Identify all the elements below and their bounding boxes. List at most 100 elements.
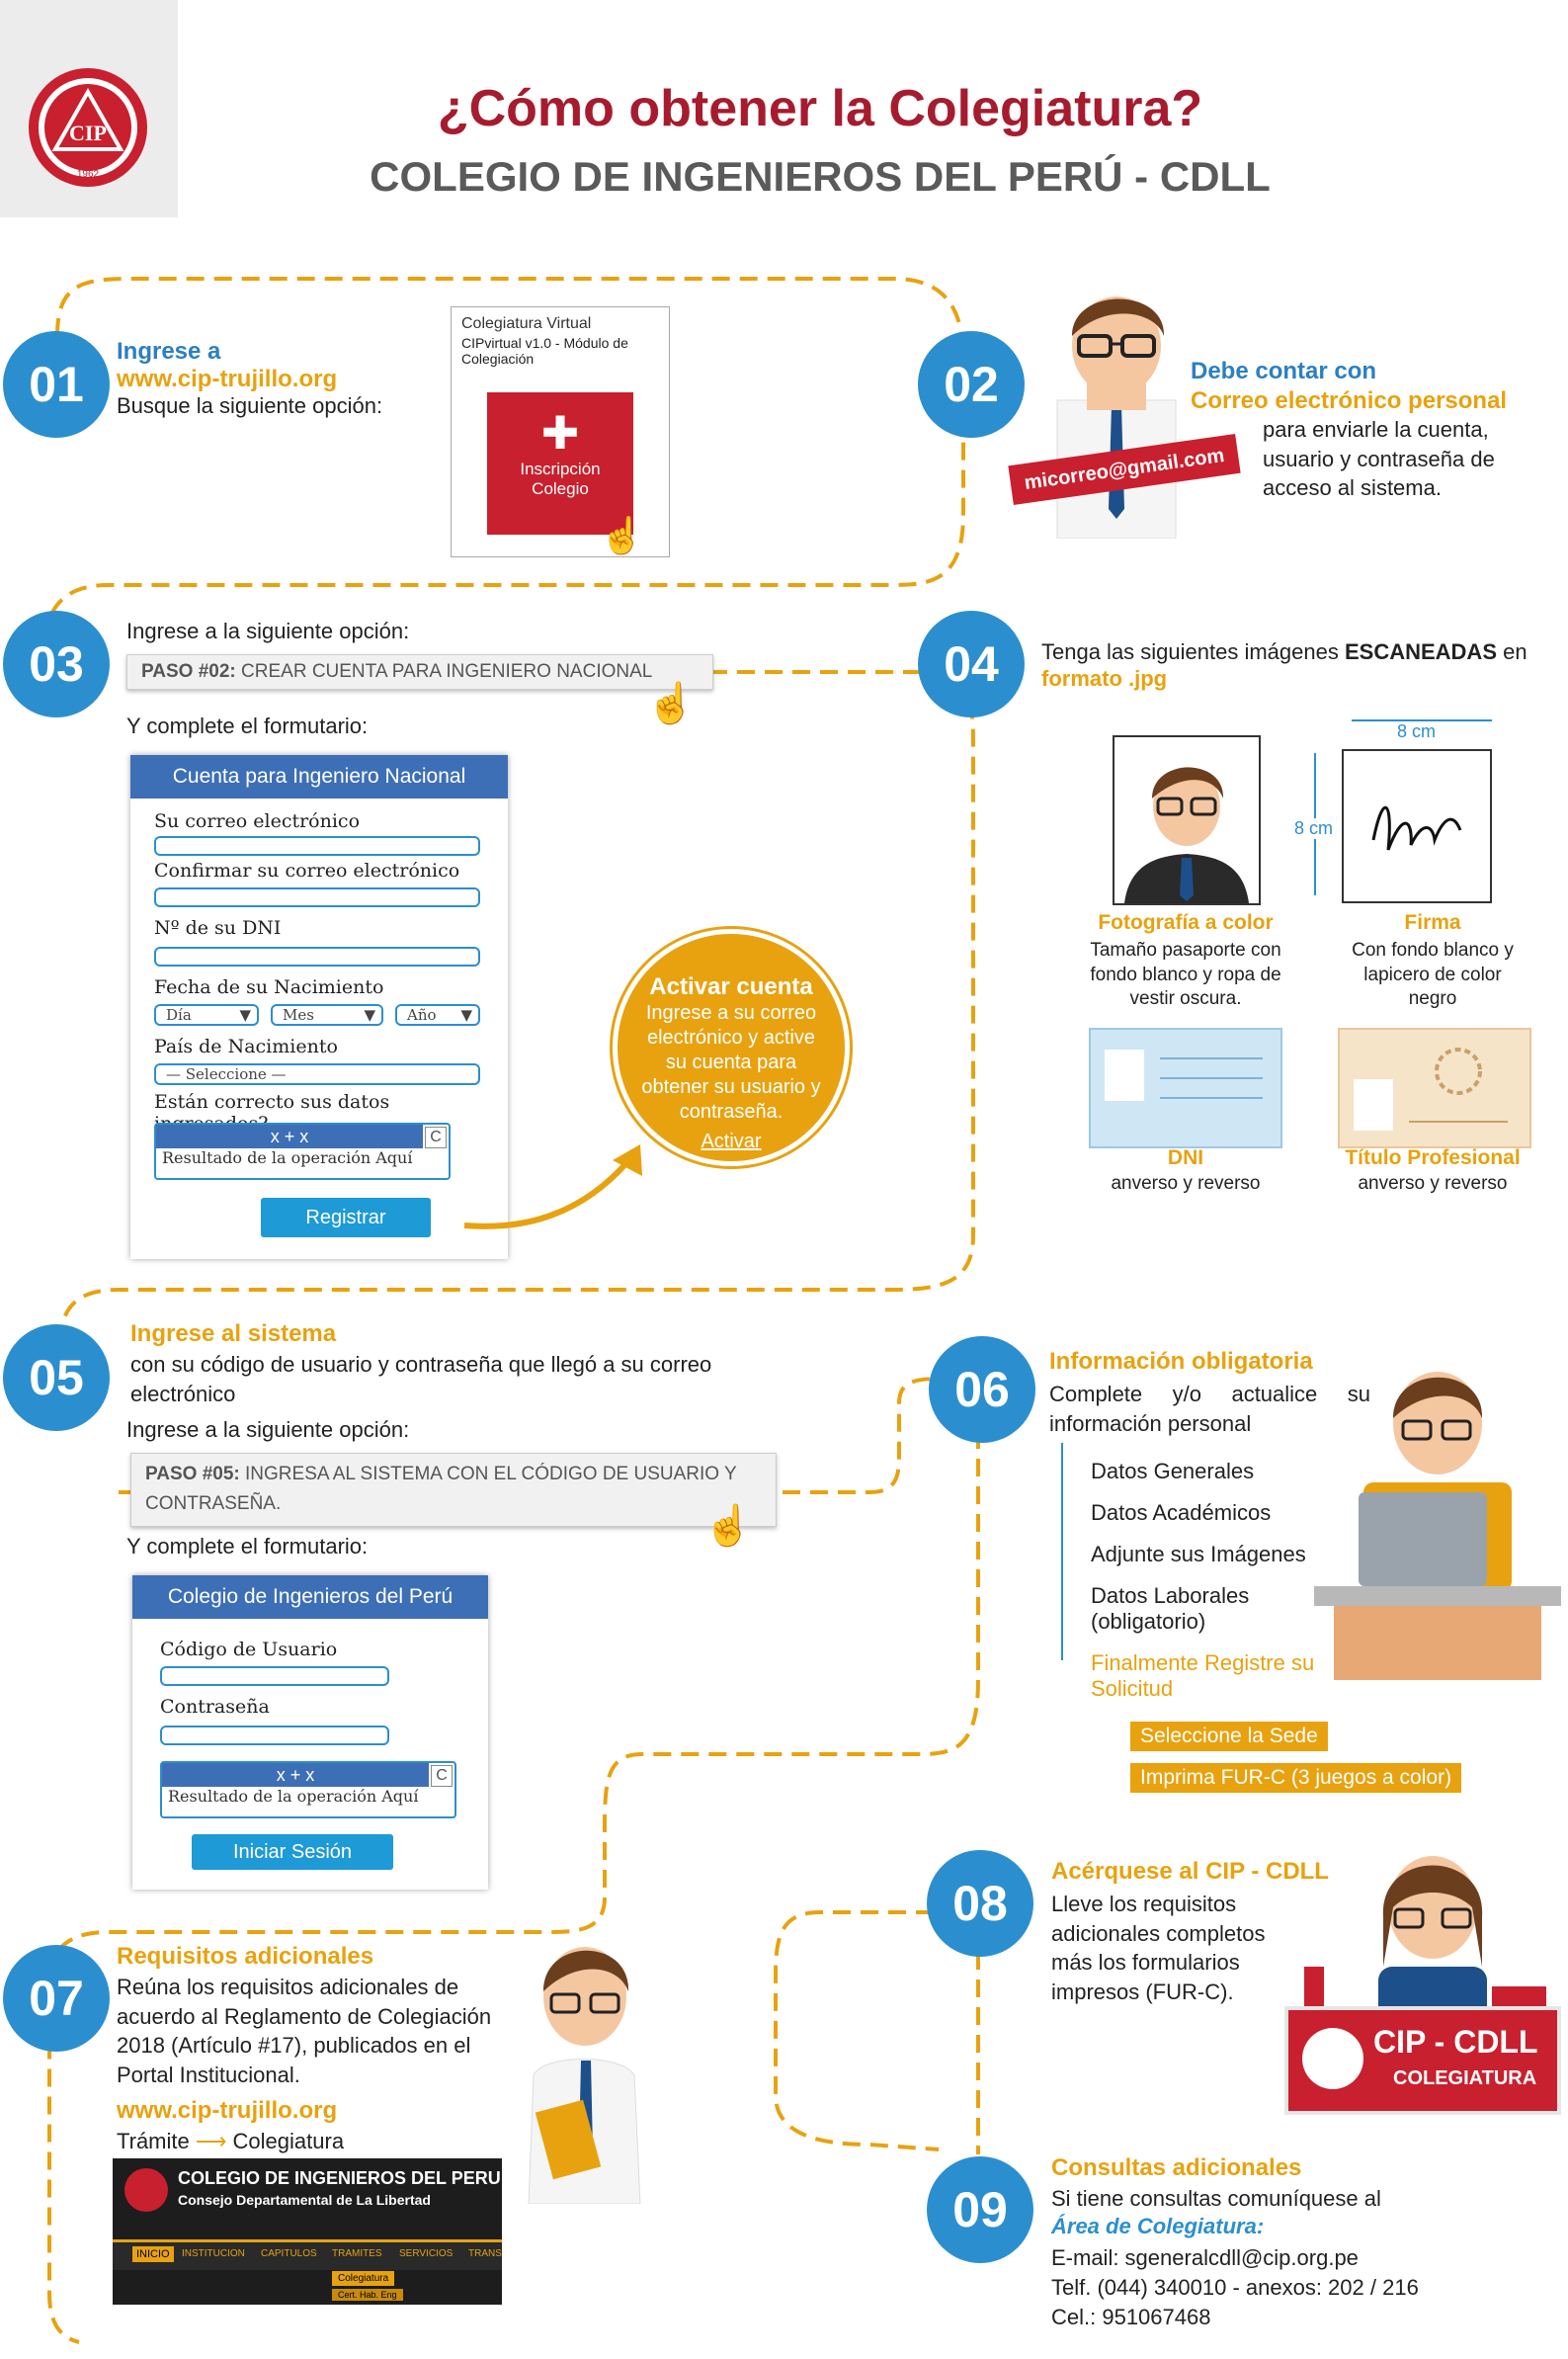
site-nav-item[interactable]: CAPITULOS: [261, 2248, 317, 2259]
tree-line: [1061, 1443, 1063, 1660]
step-09-area: Área de Colegiatura:: [1051, 2214, 1265, 2238]
step-04-format: formato .jpg: [1041, 666, 1168, 691]
captcha-result-field[interactable]: Resultado de la operación Aquí: [168, 1787, 419, 1806]
step-05-complete: Y complete el formutario:: [126, 1534, 369, 1559]
select-sede-tag: Seleccione la Sede: [1130, 1722, 1328, 1751]
chevron-down-icon: ▼: [460, 1006, 472, 1024]
list-item-final: Finalmente Registre su Solicitud: [1091, 1650, 1315, 1701]
site-nav: INICIO INSTITUCION CAPITULOS TRAMITES SE…: [113, 2239, 502, 2270]
site-nav-item[interactable]: INSTITUCION: [182, 2248, 245, 2259]
captcha-result-field[interactable]: Resultado de la operación Aquí: [162, 1148, 413, 1167]
cip-logo-small: [1302, 2028, 1363, 2089]
step-01-line1: Ingrese a: [117, 338, 221, 365]
month-select-value: Mes: [283, 1006, 314, 1024]
inscripcion-button[interactable]: ✚ Inscripción Colegio: [487, 392, 633, 535]
step-01-url[interactable]: www.cip-trujillo.org: [117, 366, 338, 392]
site-subtitle: Consejo Departamental de La Libertad: [178, 2192, 431, 2208]
captcha-refresh-button[interactable]: C: [425, 1127, 447, 1148]
step-04-text-pre: Tenga las siguientes imágenes: [1041, 639, 1345, 664]
step-05-title: Ingrese al sistema: [130, 1320, 337, 1347]
dni-line: [1160, 1057, 1263, 1059]
day-select-value: Día: [166, 1006, 192, 1024]
list-item: Datos Académicos: [1091, 1500, 1272, 1525]
site-nav-item[interactable]: TRANSP: [468, 2248, 502, 2259]
email-field[interactable]: [154, 836, 480, 856]
activate-text: Ingrese a su correo electrónico y active…: [641, 1002, 821, 1123]
user-code-field[interactable]: [160, 1666, 389, 1686]
step-07-path: Trámite ⟶ Colegiatura: [117, 2127, 344, 2156]
step-04-badge: 04: [918, 611, 1025, 717]
colegiatura-card: Colegiatura Virtual CIPvirtual v1.0 - Mó…: [451, 306, 670, 557]
titulo-text: anverso y reverso: [1358, 1173, 1508, 1194]
site-menu-item[interactable]: Cert. Hab. Eng: [332, 2289, 403, 2301]
step-01-text: Busque la siguiente opción:: [117, 393, 383, 418]
step-03-badge: 03: [3, 611, 110, 717]
day-select[interactable]: Día ▼: [154, 1004, 259, 1026]
step-04-text-bold: ESCANEADAS: [1344, 639, 1497, 664]
desk-subtitle: COLEGIATURA: [1393, 2067, 1537, 2089]
card-subtitle: CIPvirtual v1.0 - Módulo de Colegiación: [461, 335, 628, 367]
month-select[interactable]: Mes ▼: [271, 1004, 383, 1026]
step-05-intro: Ingrese a la siguiente opción:: [126, 1417, 410, 1442]
password-label: Contraseña: [160, 1696, 270, 1718]
dni-label: Nº de su DNI: [154, 917, 282, 939]
page-title: ¿Cómo obtener la Colegiatura?: [437, 80, 1203, 137]
activate-title: Activar cuenta: [649, 973, 813, 1000]
step-06-badge: 06: [929, 1336, 1035, 1443]
title-diploma: [1338, 1028, 1531, 1148]
man-folder-illustration: [528, 1947, 641, 2204]
login-button[interactable]: Iniciar Sesión: [192, 1834, 393, 1870]
site-menu-item[interactable]: Colegiatura: [332, 2271, 395, 2286]
activate-account-circle: Activar cuenta Ingrese a su correo elect…: [613, 929, 850, 1166]
titulo-title: Título Profesional: [1345, 1146, 1521, 1169]
step-07-url[interactable]: www.cip-trujillo.org: [117, 2097, 338, 2124]
diploma-photo-icon: [1354, 1079, 1393, 1131]
photo-title: Fotografía a color: [1098, 911, 1274, 934]
step-09-email[interactable]: E-mail: sgeneralcdll@cip.org.pe: [1051, 2245, 1359, 2270]
site-nav-item[interactable]: TRAMITES: [332, 2248, 382, 2259]
step-04-text-post: en: [1497, 639, 1527, 664]
activate-link[interactable]: Activar: [701, 1131, 762, 1152]
dni-line: [1160, 1097, 1263, 1099]
inscripcion-label: Inscripción Colegio: [520, 460, 601, 498]
step-02-h1: Debe contar con: [1191, 358, 1377, 384]
register-button[interactable]: Registrar: [261, 1198, 431, 1237]
step-09-cel: Cel.: 951067468: [1051, 2305, 1211, 2329]
height-dimension: 8 cm: [1294, 818, 1334, 839]
dni-field[interactable]: [154, 947, 480, 967]
password-field[interactable]: [160, 1726, 389, 1745]
account-form: Cuenta para Ingeniero Nacional Su correo…: [130, 755, 508, 1259]
list-item: Adjunte sus Imágenes: [1091, 1542, 1306, 1566]
arrow-right-icon: ⟶: [195, 2129, 227, 2153]
photo-text: Tamaño pasaporte con fondo blanco y ropa…: [1090, 940, 1281, 1010]
paso-02-box[interactable]: PASO #02: CREAR CUENTA PARA INGENIERO NA…: [126, 654, 713, 690]
step-03-intro: Ingrese a la siguiente opción:: [126, 619, 410, 643]
site-nav-item[interactable]: SERVICIOS: [399, 2248, 454, 2259]
step-02-text: para enviarle la cuenta, usuario y contr…: [1263, 417, 1495, 501]
hand-cursor-icon: ☝: [703, 1504, 753, 1548]
paso-05-text: INGRESA AL SISTEMA CON EL CÓDIGO DE USUA…: [145, 1464, 737, 1515]
step-08-badge: 08: [927, 1850, 1033, 1957]
hand-cursor-icon: ☝: [646, 682, 696, 725]
width-dimension: 8 cm: [1393, 721, 1441, 742]
paso-05-bold: PASO #05:: [145, 1464, 240, 1484]
site-nav-item[interactable]: INICIO: [132, 2246, 174, 2262]
account-form-title: Cuenta para Ingeniero Nacional: [130, 755, 508, 799]
confirm-email-field[interactable]: [154, 887, 480, 907]
print-furc-tag: Imprima FUR-C (3 juegos a color): [1130, 1763, 1462, 1793]
year-select[interactable]: Año ▼: [395, 1004, 480, 1026]
email-label: Su correo electrónico: [154, 810, 361, 832]
cip-logo: CIP 1962: [26, 65, 150, 190]
paso-05-box[interactable]: PASO #05: INGRESA AL SISTEMA CON EL CÓDI…: [130, 1453, 777, 1527]
path-colegiatura: Colegiatura: [232, 2129, 345, 2153]
birth-label: Fecha de su Nacimiento: [154, 976, 384, 998]
captcha-refresh-button[interactable]: C: [431, 1765, 453, 1787]
signature-title: Firma: [1404, 911, 1461, 934]
user-code-label: Código de Usuario: [160, 1639, 338, 1660]
country-select[interactable]: — Seleccione —: [154, 1063, 480, 1085]
svg-text:CIP: CIP: [69, 121, 107, 145]
captcha: x + x Resultado de la operación Aquí C: [160, 1761, 456, 1818]
captcha: x + x Resultado de la operación Aquí C: [154, 1123, 451, 1180]
dni-photo-icon: [1105, 1050, 1144, 1101]
